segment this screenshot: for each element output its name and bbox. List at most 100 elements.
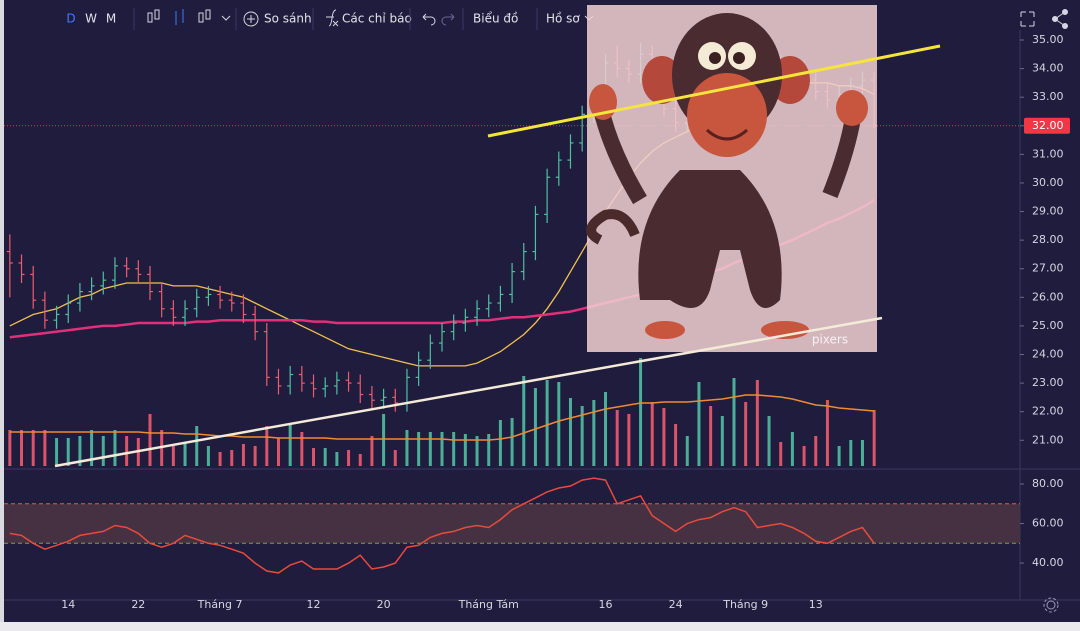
volume-bar (265, 426, 269, 466)
volume-bar (510, 418, 514, 466)
volume-bar (720, 416, 724, 466)
indicators-icon[interactable] (326, 9, 339, 27)
share-icon[interactable] (1052, 9, 1068, 29)
volume-bar (20, 430, 24, 466)
volume-bar (312, 448, 316, 466)
volume-bar (592, 400, 596, 466)
y-tick-label: 29.00 (1032, 205, 1064, 218)
x-tick-label: 13 (809, 598, 823, 611)
chart-style-icons[interactable] (147, 9, 231, 25)
y-tick-label: 28.00 (1032, 233, 1064, 246)
volume-bar (66, 438, 70, 466)
volume-bar (206, 446, 210, 466)
volume-bar (55, 438, 59, 466)
volume-bar (825, 400, 829, 466)
volume-bar (382, 414, 386, 466)
x-tick-label: 24 (669, 598, 683, 611)
volume-bar (253, 446, 257, 466)
y-tick-label: 26.00 (1032, 290, 1064, 303)
chart-menu-button[interactable]: Biểu đồ (473, 12, 518, 26)
x-tick-label: 16 (599, 598, 613, 611)
compare-icon[interactable] (243, 11, 259, 27)
compare-button[interactable]: So sánh (264, 12, 312, 26)
y-tick-label: 23.00 (1032, 376, 1064, 389)
volume-bar (463, 434, 467, 466)
volume-bar (557, 382, 561, 466)
volume-bar (405, 430, 409, 466)
volume-bar (604, 392, 608, 466)
volume-bar (43, 430, 47, 466)
volume-bar (230, 450, 234, 466)
volume-bar (545, 380, 549, 466)
interval-button[interactable]: D (66, 12, 75, 26)
interval-button[interactable]: M (106, 12, 116, 26)
volume-bar (849, 440, 853, 466)
volume-bar (674, 424, 678, 466)
left-edge (0, 0, 4, 622)
volume-bar (393, 450, 397, 466)
undo-icon[interactable] (422, 13, 436, 26)
indicators-button[interactable]: Các chỉ báo (342, 12, 412, 26)
y-tick-label: 60.00 (1032, 517, 1064, 530)
volume-bar (568, 398, 572, 466)
volume-bar (802, 446, 806, 466)
volume-bar (300, 432, 304, 466)
trend-line (54, 316, 883, 468)
x-tick-label: 12 (307, 598, 321, 611)
volume-bar (580, 406, 584, 466)
volume-bar (709, 406, 713, 466)
volume-bar (171, 446, 175, 466)
volume-bar (767, 416, 771, 466)
interval-button[interactable]: W (85, 12, 97, 26)
x-tick-label: 22 (131, 598, 145, 611)
volume-bar (241, 444, 245, 466)
volume-bar (533, 388, 537, 466)
volume-bar (498, 420, 502, 466)
x-tick-label: 20 (377, 598, 391, 611)
volume-bar (744, 402, 748, 466)
volume-bar (475, 436, 479, 466)
profile-button[interactable]: Hồ sơ (546, 12, 580, 26)
volume-bar (31, 430, 35, 466)
volume-bar (90, 430, 94, 466)
volume-bar (755, 380, 759, 466)
y-tick-label: 80.00 (1032, 477, 1064, 490)
volume-bar (662, 408, 666, 466)
settings-icon[interactable] (1043, 597, 1059, 613)
volume-bar (837, 446, 841, 466)
redo-icon[interactable] (441, 13, 455, 26)
watermark: pixers (812, 333, 848, 347)
volume-bar (358, 454, 362, 466)
y-tick-label: 21.00 (1032, 433, 1064, 446)
y-tick-label: 22.00 (1032, 405, 1064, 418)
volume-bar (732, 378, 736, 466)
volume-bar (487, 434, 491, 466)
volume-bar (860, 440, 864, 466)
volume-bar (101, 436, 105, 466)
rsi-line (9, 477, 875, 574)
pasted-image: pixers (586, 5, 877, 352)
volume-bar (814, 436, 818, 466)
volume-bar (522, 376, 526, 466)
volume-ma (9, 394, 875, 441)
volume-bar (323, 448, 327, 466)
volume-bar (872, 410, 876, 466)
volume-bar (148, 414, 152, 466)
volume-bar (639, 358, 643, 466)
x-tick-label: Tháng 7 (197, 598, 243, 611)
fullscreen-icon[interactable] (1020, 11, 1035, 27)
volume-bar (452, 432, 456, 466)
volume-bar (195, 426, 199, 466)
y-tick-label: 40.00 (1032, 556, 1064, 569)
volume-bar (428, 432, 432, 466)
volume-bar (347, 450, 351, 466)
volume-bar (335, 452, 339, 466)
main-pane (4, 42, 1020, 574)
volume-bar (790, 432, 794, 466)
volume-bar (8, 430, 12, 466)
x-tick-label: Tháng 9 (722, 598, 768, 611)
y-tick-label: 25.00 (1032, 319, 1064, 332)
volume-bar (370, 436, 374, 466)
last-price-label: 32.00 (1032, 119, 1064, 132)
